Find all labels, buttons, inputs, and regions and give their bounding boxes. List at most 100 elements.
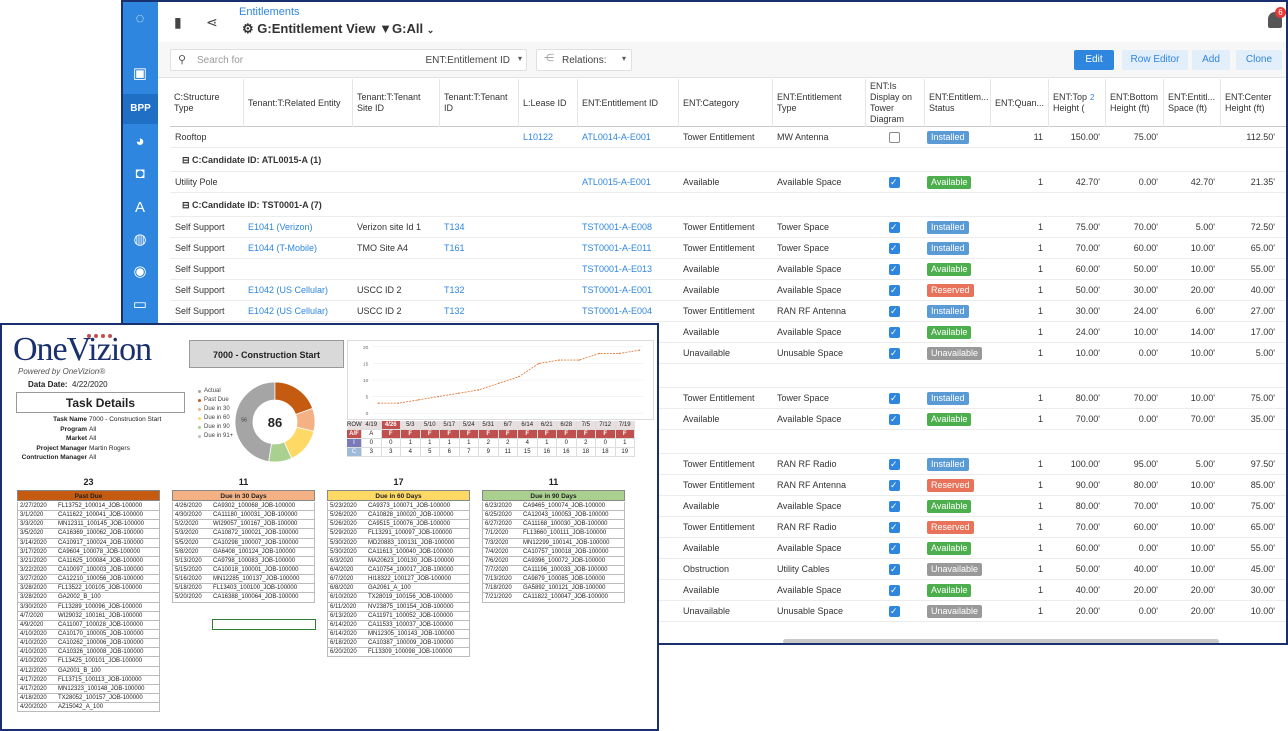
display-checkbox[interactable] — [889, 392, 900, 404]
cell-ent-id[interactable]: ATL0015-A-E001 — [582, 177, 651, 187]
column-header[interactable]: ENT:Entitl... Space (ft) — [1163, 79, 1220, 127]
column-header[interactable]: ENT:Entitlement ID — [577, 79, 678, 127]
cell-lease[interactable] — [518, 172, 577, 193]
column-header[interactable]: L:Lease ID — [518, 79, 577, 127]
display-checkbox[interactable] — [889, 305, 900, 317]
cell-lease[interactable] — [518, 280, 577, 301]
breadcrumb[interactable]: Entitlements — [239, 6, 300, 18]
display-checkbox[interactable] — [889, 413, 900, 425]
table-row[interactable]: Available Available Space Available 1 40.00'… — [170, 580, 1286, 601]
cell-related[interactable]: E1041 (Verizon) — [248, 222, 313, 232]
search-scope-select[interactable]: ENT:Entitlement ID — [425, 55, 510, 66]
cell-related[interactable] — [243, 259, 352, 280]
display-checkbox[interactable] — [889, 500, 900, 512]
table-row[interactable]: Rooftop L10122 ATL0014-A-E001 Tower Entitle… — [170, 127, 1286, 148]
edit-button[interactable]: Edit — [1074, 50, 1114, 70]
row-editor-button[interactable]: Row Editor — [1122, 50, 1188, 70]
cell-tenant-id[interactable]: T132 — [444, 285, 465, 295]
cell-ent-id[interactable]: TST0001-A-E008 — [582, 222, 653, 232]
column-header[interactable]: ENT:Quan... — [990, 79, 1048, 127]
clone-button[interactable]: Clone — [1236, 50, 1282, 70]
cell-lease[interactable] — [518, 301, 577, 322]
antenna-icon[interactable]: ◉ — [133, 263, 147, 280]
camera-icon[interactable]: ◘ — [135, 165, 145, 182]
group-row[interactable]: ⊟ C:Candidate ID: ATL0015-A (1) — [170, 148, 1286, 172]
column-header[interactable]: ENT:Bottom Height (ft) — [1105, 79, 1163, 127]
column-header[interactable]: Tenant:T:Tenant ID — [439, 79, 518, 127]
cell-ent-id[interactable]: TST0001-A-E001 — [582, 285, 653, 295]
group-row[interactable]: ⊟ C:Candidate ID: TST0001-A (7) — [170, 193, 1286, 217]
table-row[interactable]: Tower Entitlement RAN RF Radio Reserved 1 70… — [170, 517, 1286, 538]
cell-related[interactable]: E1042 (US Cellular) — [248, 306, 329, 316]
cell-ent-id[interactable]: TST0001-A-E013 — [582, 264, 653, 274]
bookmark-icon[interactable]: ▮ — [174, 14, 182, 30]
sidebar-item-bpp[interactable]: BPP — [123, 94, 158, 124]
display-checkbox[interactable] — [889, 242, 900, 254]
horizontal-scrollbar[interactable] — [783, 639, 1219, 643]
column-header[interactable]: Tenant:T:Related Entity — [243, 79, 352, 127]
collapse-icon[interactable]: ⊟ — [182, 155, 193, 165]
search-input[interactable]: ⚲ Search for ENT:Entitlement ID ▾ — [170, 49, 527, 71]
table-row[interactable]: Tower Entitlement RAN RF Radio Installed 1 1… — [170, 454, 1286, 475]
column-header[interactable]: ENT:Entitlem... Status — [924, 79, 990, 127]
cell-lease[interactable] — [518, 259, 577, 280]
display-checkbox[interactable] — [889, 176, 900, 188]
collapse-icon[interactable]: ⊟ — [182, 200, 193, 210]
table-row[interactable]: Utility Pole ATL0015-A-E001 Available Avail… — [170, 172, 1286, 193]
table-row[interactable]: Unavailable Unusable Space Unavailable 1 20.… — [170, 601, 1286, 622]
table-row[interactable]: Unavailable Unusable Space Unavailable 1 10.… — [170, 343, 1286, 364]
column-header[interactable]: ENT:Entitlement Type — [772, 79, 865, 127]
view-selector[interactable]: ⚙ G:Entitlement View ▼G:All ⌄ — [242, 21, 434, 37]
app-logo-icon[interactable]: ◌ — [135, 10, 145, 27]
cell-tenant-id[interactable]: T134 — [444, 222, 465, 232]
display-checkbox[interactable] — [889, 542, 900, 554]
selected-cell[interactable] — [212, 619, 316, 630]
cell-tenant-id[interactable] — [439, 172, 518, 193]
column-header[interactable]: C:Structure Type — [174, 92, 220, 113]
display-checkbox[interactable] — [889, 479, 900, 491]
table-row[interactable]: Self Support E1042 (US Cellular) USCC ID 2… — [170, 280, 1286, 301]
display-checkbox[interactable] — [889, 284, 900, 296]
column-header[interactable]: ENT:Category — [678, 79, 772, 127]
pie-chart-icon[interactable]: ◕ — [135, 133, 145, 150]
cell-tenant-id[interactable]: T161 — [444, 243, 465, 253]
cell-related[interactable]: E1044 (T-Mobile) — [248, 243, 318, 253]
column-header[interactable]: ENT:Center Height (ft) — [1220, 79, 1280, 127]
display-checkbox[interactable] — [889, 347, 900, 359]
relations-select[interactable]: ⋲ Relations: ▾ — [536, 49, 632, 71]
grid-icon[interactable]: ▣ — [132, 65, 148, 82]
display-checkbox[interactable] — [889, 563, 900, 575]
table-row[interactable]: Self Support E1042 (US Cellular) USCC ID 2… — [170, 301, 1286, 322]
cell-lease[interactable] — [518, 238, 577, 259]
cell-ent-id[interactable]: ATL0014-A-E001 — [582, 132, 651, 142]
display-checkbox[interactable] — [889, 605, 900, 617]
table-row[interactable]: Available Available Space Available 1 80.00'… — [170, 496, 1286, 517]
table-row[interactable]: Obstruction Utility Cables Unavailable 1 50.… — [170, 559, 1286, 580]
column-header[interactable]: ENT:Top Height ( — [1048, 79, 1105, 127]
cell-lease[interactable]: L10122 — [523, 132, 554, 142]
font-icon[interactable]: A — [134, 199, 145, 216]
cell-related[interactable]: E1042 (US Cellular) — [248, 285, 329, 295]
display-checkbox[interactable] — [889, 132, 900, 143]
share-icon[interactable]: ⋖ — [206, 14, 218, 30]
add-button[interactable]: Add — [1192, 50, 1230, 70]
globe-icon[interactable]: ◍ — [133, 231, 147, 248]
cell-related[interactable] — [243, 127, 352, 148]
table-row[interactable]: Self Support E1041 (Verizon) Verizon site … — [170, 217, 1286, 238]
cell-tenant-id[interactable] — [439, 127, 518, 148]
table-row[interactable]: Available Available Space Available 1 70.00'… — [170, 409, 1286, 430]
table-row[interactable]: Tower Entitlement Tower Space Installed 1 80… — [170, 388, 1286, 409]
column-header[interactable]: ENT:Is Display on Tower Diagram — [865, 79, 924, 127]
column-header[interactable]: Tenant:T:Tenant Site ID — [352, 79, 439, 127]
table-row[interactable]: Self Support E1044 (T-Mobile) TMO Site A4 T… — [170, 238, 1286, 259]
display-checkbox[interactable] — [889, 263, 900, 275]
cell-ent-id[interactable]: TST0001-A-E011 — [582, 243, 652, 253]
display-checkbox[interactable] — [889, 458, 900, 470]
chat-icon[interactable]: ▭ — [132, 296, 148, 313]
table-row[interactable]: Available Available Space Available 1 60.00'… — [170, 538, 1286, 559]
cell-tenant-id[interactable] — [439, 259, 518, 280]
display-checkbox[interactable] — [889, 326, 900, 338]
table-row[interactable]: Available Available Space Available 1 24.00'… — [170, 322, 1286, 343]
cell-related[interactable] — [243, 172, 352, 193]
display-checkbox[interactable] — [889, 521, 900, 533]
